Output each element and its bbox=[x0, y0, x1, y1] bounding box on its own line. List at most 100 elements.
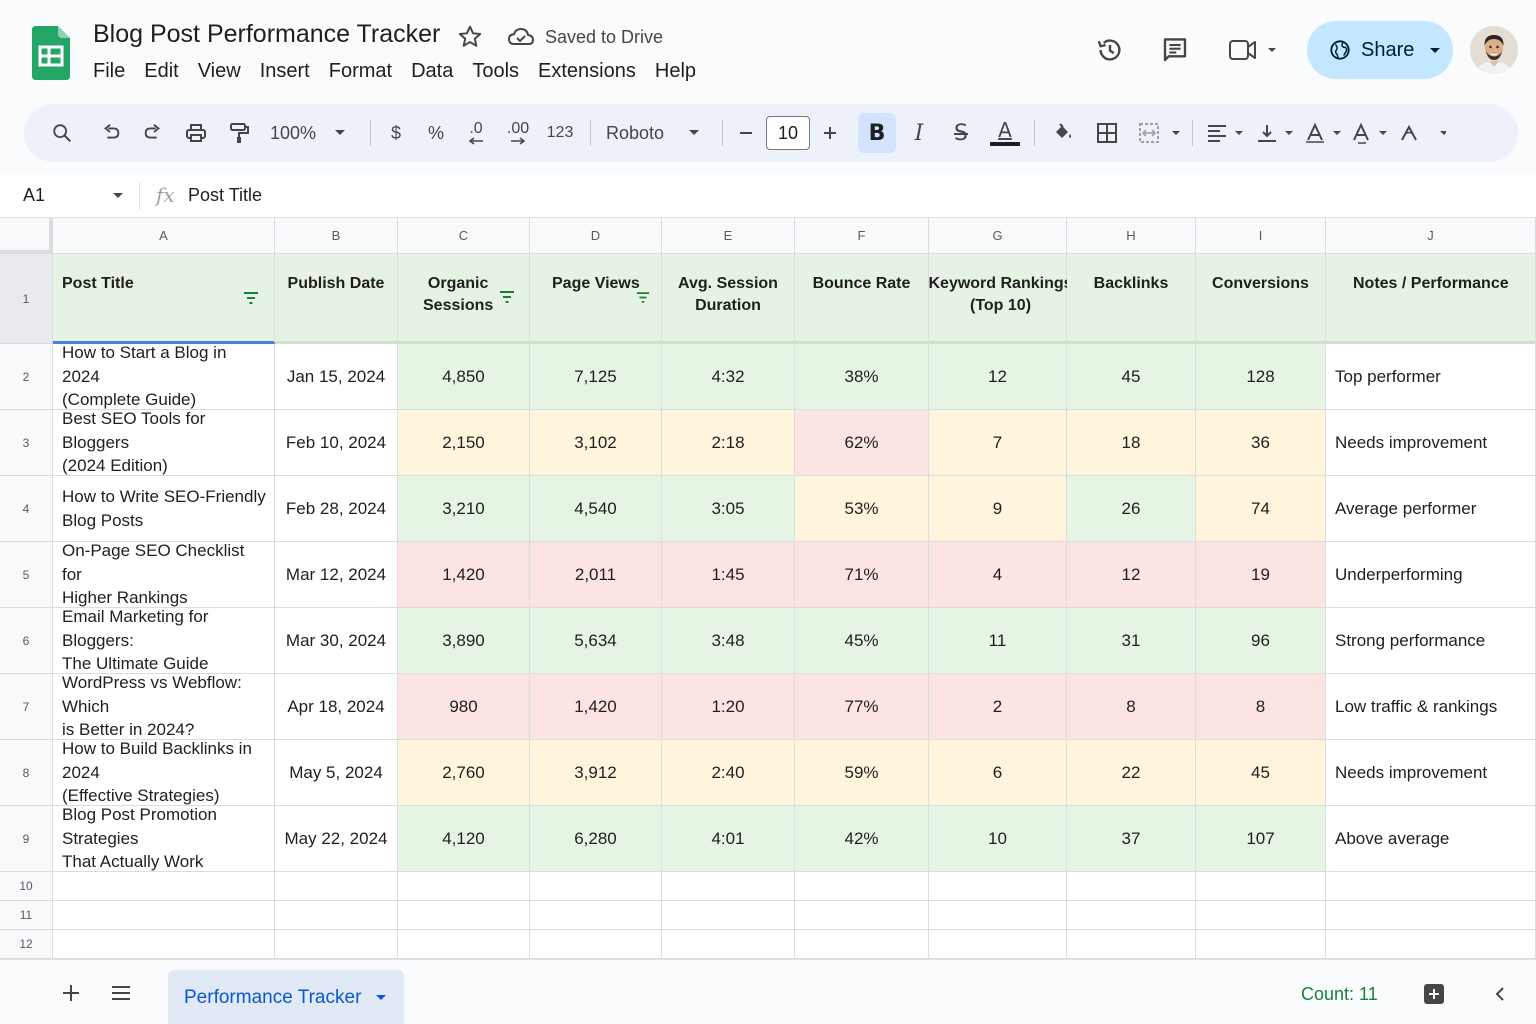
cell-keywords[interactable]: 7 bbox=[929, 410, 1067, 476]
empty-cell[interactable] bbox=[398, 930, 530, 959]
cell-date[interactable]: Mar 30, 2024 bbox=[275, 608, 398, 674]
cell-conversions[interactable]: 36 bbox=[1196, 410, 1326, 476]
filter-icon[interactable] bbox=[243, 291, 259, 305]
formula-input[interactable]: Post Title bbox=[188, 185, 263, 205]
cell-keywords[interactable]: 10 bbox=[929, 806, 1067, 872]
cell-duration[interactable]: 3:48 bbox=[662, 608, 795, 674]
empty-cell[interactable] bbox=[1067, 901, 1196, 930]
row-header-5[interactable]: 5 bbox=[0, 542, 53, 608]
cell-views[interactable]: 5,634 bbox=[530, 608, 662, 674]
cell-conversions[interactable]: 45 bbox=[1196, 740, 1326, 806]
cell-title[interactable]: Email Marketing for Bloggers: The Ultimat… bbox=[53, 608, 275, 674]
column-header-c[interactable]: C bbox=[398, 218, 530, 254]
cell-date[interactable]: Feb 28, 2024 bbox=[275, 476, 398, 542]
cell-keywords[interactable]: 4 bbox=[929, 542, 1067, 608]
all-sheets-icon[interactable] bbox=[110, 983, 132, 1008]
cell-backlinks[interactable]: 31 bbox=[1067, 608, 1196, 674]
empty-cell[interactable] bbox=[1326, 872, 1536, 901]
cell-views[interactable]: 2,011 bbox=[530, 542, 662, 608]
chevron-down-icon[interactable] bbox=[112, 192, 124, 200]
filter-icon[interactable] bbox=[636, 291, 650, 304]
cell-notes[interactable]: Needs improvement bbox=[1326, 410, 1536, 476]
cell-bounce[interactable]: 42% bbox=[795, 806, 929, 872]
cell-duration[interactable]: 1:20 bbox=[662, 674, 795, 740]
row-header-7[interactable]: 7 bbox=[0, 674, 53, 740]
decrease-font-size-button[interactable] bbox=[734, 104, 758, 162]
cell-sessions[interactable]: 1,420 bbox=[398, 542, 530, 608]
column-header-h[interactable]: H bbox=[1067, 218, 1196, 254]
add-sheet-icon[interactable] bbox=[60, 982, 82, 1009]
empty-cell[interactable] bbox=[662, 872, 795, 901]
cell-conversions[interactable]: 128 bbox=[1196, 344, 1326, 410]
row-header-4[interactable]: 4 bbox=[0, 476, 53, 542]
column-header-e[interactable]: E bbox=[662, 218, 795, 254]
empty-cell[interactable] bbox=[1196, 930, 1326, 959]
cell-title[interactable]: Blog Post Promotion Strategies That Actua… bbox=[53, 806, 275, 872]
header-cell-bounce-rate[interactable]: Bounce Rate bbox=[795, 254, 929, 344]
cell-bounce[interactable]: 53% bbox=[795, 476, 929, 542]
avatar[interactable] bbox=[1470, 26, 1518, 74]
collapse-side-panel-icon[interactable] bbox=[1493, 985, 1507, 1008]
empty-cell[interactable] bbox=[929, 930, 1067, 959]
empty-cell[interactable] bbox=[53, 901, 275, 930]
cell-notes[interactable]: Strong performance bbox=[1326, 608, 1536, 674]
share-button[interactable]: Share bbox=[1307, 21, 1453, 79]
empty-cell[interactable] bbox=[1067, 930, 1196, 959]
cell-views[interactable]: 1,420 bbox=[530, 674, 662, 740]
sheet-tab-performance-tracker[interactable]: Performance Tracker bbox=[168, 970, 404, 1024]
cell-bounce[interactable]: 59% bbox=[795, 740, 929, 806]
menu-tools[interactable]: Tools bbox=[472, 60, 520, 82]
menu-file[interactable]: File bbox=[93, 60, 126, 82]
cell-conversions[interactable]: 8 bbox=[1196, 674, 1326, 740]
cell-views[interactable]: 3,102 bbox=[530, 410, 662, 476]
menu-edit[interactable]: Edit bbox=[144, 60, 179, 82]
row-header-8[interactable]: 8 bbox=[0, 740, 53, 806]
column-header-a[interactable]: A bbox=[53, 218, 275, 254]
font-size-input[interactable]: 10 bbox=[766, 116, 810, 150]
cell-conversions[interactable]: 96 bbox=[1196, 608, 1326, 674]
row-header-9[interactable]: 9 bbox=[0, 806, 53, 872]
text-rotation-icon[interactable] bbox=[1346, 104, 1392, 162]
cell-title[interactable]: How to Build Backlinks in 2024 (Effective… bbox=[53, 740, 275, 806]
cell-views[interactable]: 4,540 bbox=[530, 476, 662, 542]
cell-duration[interactable]: 4:32 bbox=[662, 344, 795, 410]
empty-cell[interactable] bbox=[275, 872, 398, 901]
cell-sessions[interactable]: 4,850 bbox=[398, 344, 530, 410]
header-cell-keyword-rankings[interactable]: Keyword Rankings (Top 10) bbox=[928, 254, 1073, 344]
column-header-g[interactable]: G bbox=[929, 218, 1067, 254]
select-all-corner[interactable] bbox=[0, 218, 53, 254]
menu-extensions[interactable]: Extensions bbox=[538, 60, 636, 82]
fill-color-icon[interactable] bbox=[1046, 104, 1080, 162]
search-menus-icon[interactable] bbox=[46, 104, 78, 162]
cell-notes[interactable]: Top performer bbox=[1326, 344, 1536, 410]
sheets-logo-icon[interactable] bbox=[32, 26, 70, 80]
empty-cell[interactable] bbox=[662, 901, 795, 930]
row-header-12[interactable]: 12 bbox=[0, 930, 53, 959]
empty-cell[interactable] bbox=[398, 872, 530, 901]
print-icon[interactable] bbox=[181, 104, 211, 162]
cell-bounce[interactable]: 77% bbox=[795, 674, 929, 740]
header-cell-avg-session-duration[interactable]: Avg. Session Duration bbox=[662, 254, 795, 344]
menu-data[interactable]: Data bbox=[411, 60, 454, 82]
cell-backlinks[interactable]: 18 bbox=[1067, 410, 1196, 476]
empty-cell[interactable] bbox=[795, 901, 929, 930]
cell-duration[interactable]: 2:18 bbox=[662, 410, 795, 476]
cell-views[interactable]: 7,125 bbox=[530, 344, 662, 410]
name-box[interactable]: A1 bbox=[23, 185, 46, 205]
cell-duration[interactable]: 3:05 bbox=[662, 476, 795, 542]
row-header-3[interactable]: 3 bbox=[0, 410, 53, 476]
font-select[interactable]: Roboto bbox=[606, 104, 710, 162]
zoom-select[interactable]: 100% bbox=[270, 104, 360, 162]
header-cell-page-views[interactable]: Page Views bbox=[530, 254, 662, 344]
text-wrapping-icon[interactable] bbox=[1300, 104, 1346, 162]
cell-date[interactable]: May 22, 2024 bbox=[275, 806, 398, 872]
cell-date[interactable]: May 5, 2024 bbox=[275, 740, 398, 806]
empty-cell[interactable] bbox=[1326, 930, 1536, 959]
column-header-b[interactable]: B bbox=[275, 218, 398, 254]
cell-date[interactable]: Apr 18, 2024 bbox=[275, 674, 398, 740]
empty-cell[interactable] bbox=[530, 930, 662, 959]
empty-cell[interactable] bbox=[1326, 901, 1536, 930]
text-color-button[interactable]: A bbox=[988, 104, 1022, 162]
row-header-2[interactable]: 2 bbox=[0, 344, 53, 410]
cell-date[interactable]: Mar 12, 2024 bbox=[275, 542, 398, 608]
